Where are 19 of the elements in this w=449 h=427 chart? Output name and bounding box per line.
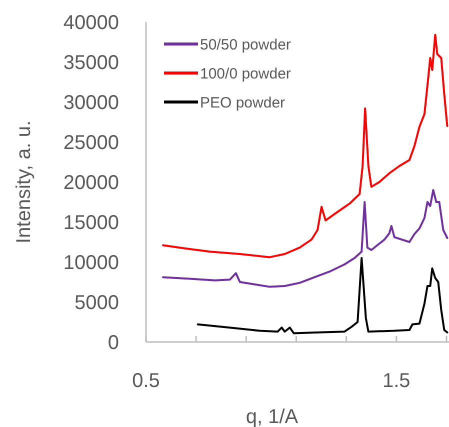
y-tick-label: 25000 [63,132,119,154]
x-tick-label: 1.5 [382,370,410,392]
y-tick-label: 0 [108,332,119,354]
x-tick-label: 0.5 [132,370,160,392]
legend-label: 100/0 powder [200,65,291,82]
line-series [162,189,448,288]
y-tick-label: 10000 [63,252,119,274]
line-series [196,257,448,334]
y-tick-label: 30000 [63,92,119,114]
y-tick-label: 20000 [63,172,119,194]
legend-label: 50/50 powder [200,36,291,54]
y-axis-title: Intensity, a. u. [13,120,35,244]
legend-label: PEO powder [200,94,286,112]
line-series [162,34,448,258]
x-axis-title: q, 1/A [246,406,299,427]
y-tick-label: 5000 [74,292,119,314]
y-tick-label: 40000 [63,12,119,34]
y-tick-label: 15000 [63,212,119,234]
y-tick-label: 35000 [63,52,119,74]
